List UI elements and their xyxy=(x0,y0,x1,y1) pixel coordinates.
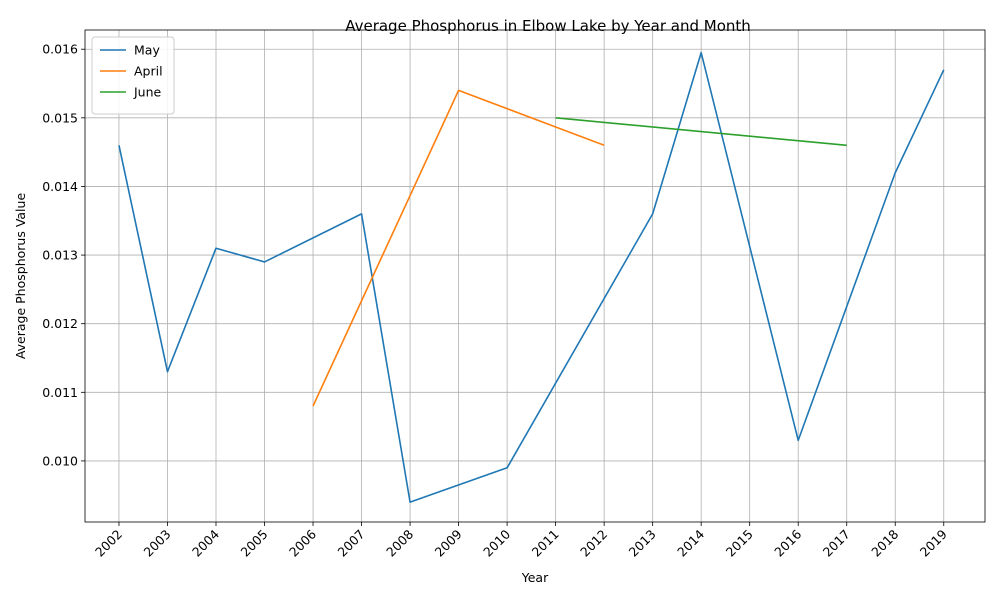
y-tick-label: 0.011 xyxy=(42,385,78,400)
y-axis-ticks: 0.010 0.011 0.012 0.013 0.014 0.015 0.016 xyxy=(42,42,85,468)
series-line-june xyxy=(555,117,847,147)
y-axis-label: Average Phosphorus Value xyxy=(13,193,28,360)
grid-lines xyxy=(85,30,985,522)
series-layer xyxy=(118,51,945,503)
chart-title: Average Phosphorus in Elbow Lake by Year… xyxy=(345,17,751,35)
legend-label-june: June xyxy=(133,85,162,100)
legend-box xyxy=(91,36,175,115)
series-line-may xyxy=(118,51,945,503)
y-tick-label: 0.014 xyxy=(42,179,78,194)
y-tick-label: 0.012 xyxy=(42,316,78,331)
y-tick-label: 0.013 xyxy=(42,248,78,263)
y-tick-label: 0.010 xyxy=(42,453,78,468)
legend: May April June xyxy=(91,36,175,115)
legend-label-april: April xyxy=(134,64,163,79)
plot-frame xyxy=(84,29,986,523)
y-tick-label: 0.016 xyxy=(42,42,78,57)
series-line-april xyxy=(312,89,605,407)
x-axis-label: Year xyxy=(521,570,549,585)
y-tick-label: 0.015 xyxy=(42,110,78,125)
legend-label-may: May xyxy=(134,43,160,58)
